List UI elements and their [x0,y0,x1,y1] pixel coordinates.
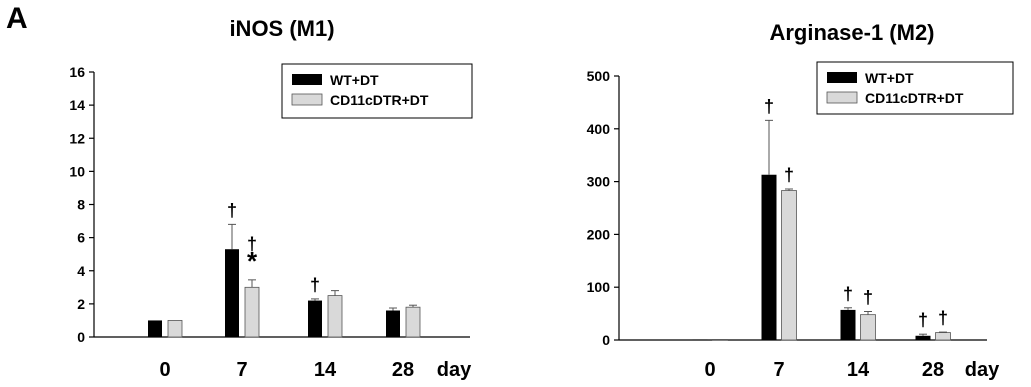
dagger-mark: † [247,234,257,254]
legend-box [816,61,1014,115]
x-tick-label: 14 [314,359,337,381]
x-axis-label: day [437,359,472,381]
y-tick-label: 500 [587,68,611,84]
legend-label: CD11cDTR+DT [865,90,964,106]
bar-wt-dt [692,339,708,340]
x-tick-label: 7 [773,359,784,381]
y-tick-label: 400 [587,121,611,137]
chart-title: Arginase-1 (M2) [769,20,934,45]
y-tick-label: 14 [69,97,85,113]
dagger-mark: † [227,200,237,220]
bar-wt-dt [915,335,931,340]
dagger-mark: † [918,310,928,330]
chart-title: iNOS (M1) [229,16,334,41]
dagger-mark: † [310,275,320,295]
x-tick-label: 14 [847,359,870,381]
dagger-mark: † [784,165,794,185]
bar-wt-dt [386,310,400,337]
bar-cd11cdtr-dt [712,339,728,341]
x-tick-label: 28 [392,359,414,381]
panel-label: A [6,2,28,35]
y-tick-label: 8 [77,197,85,213]
y-tick-label: 6 [77,230,85,246]
legend-swatch [292,74,322,85]
y-tick-label: 0 [77,329,85,345]
y-tick-label: 100 [587,279,611,295]
dagger-mark: † [764,96,774,116]
bar-cd11cdtr-dt [327,295,343,338]
y-tick-label: 12 [69,130,85,146]
bar-cd11cdtr-dt [405,306,421,338]
x-tick-label: 28 [922,359,944,381]
y-tick-label: 10 [69,163,85,179]
asterisk-mark: * [247,246,258,276]
bar-cd11cdtr-dt [935,332,951,341]
legend-swatch [827,72,857,83]
y-tick-label: 0 [602,332,610,348]
bar-wt-dt [225,249,239,337]
chart-arginase: Arginase-1 (M2) 0 100 200 300 400 500 0 7 14 28 day… [587,20,1014,381]
bar-wt-dt [761,174,777,340]
bar-cd11cdtr-dt [244,286,260,338]
legend-label: CD11cDTR+DT [330,92,429,108]
dagger-mark: † [843,284,853,304]
y-tick-label: 300 [587,174,611,190]
legend-label: WT+DT [330,72,379,88]
y-tick-label: 16 [69,64,85,80]
dagger-mark: † [938,308,948,328]
bar-wt-dt [308,300,322,337]
x-tick-label: 0 [159,359,170,381]
dagger-mark: † [863,287,873,307]
x-tick-label: 7 [236,359,247,381]
bar-wt-dt [840,309,856,340]
x-tick-label: 0 [704,359,715,381]
legend-label: WT+DT [865,70,914,86]
legend-swatch [826,91,858,104]
bar-wt-dt [148,320,162,337]
x-axis-label: day [965,359,1000,381]
legend-swatch [291,93,323,106]
bar-cd11cdtr-dt [167,320,183,338]
y-tick-label: 2 [77,296,85,312]
legend-box [281,63,473,119]
bar-cd11cdtr-dt [781,190,797,341]
bar-cd11cdtr-dt [860,314,876,341]
y-tick-label: 4 [77,263,85,279]
y-tick-label: 200 [587,226,611,242]
